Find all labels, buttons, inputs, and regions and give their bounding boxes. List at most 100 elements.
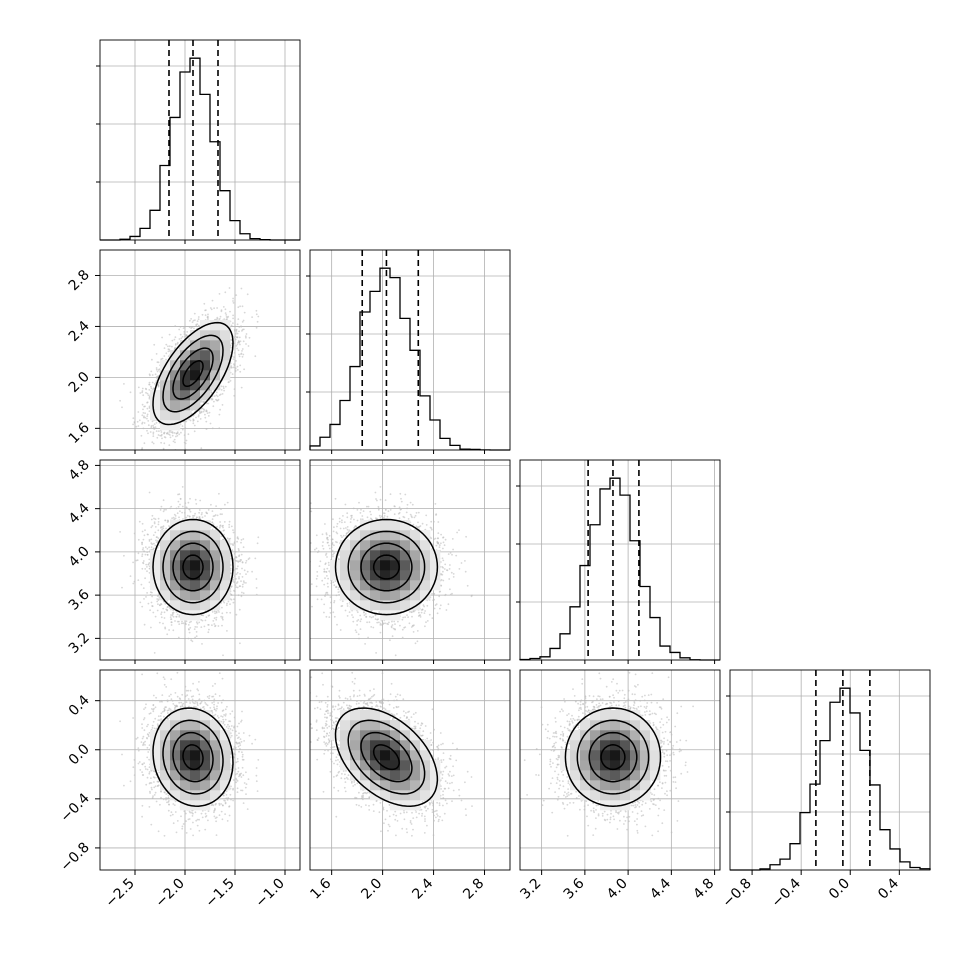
density-cell bbox=[170, 410, 181, 421]
sample-point bbox=[169, 436, 172, 439]
sample-point bbox=[224, 385, 227, 388]
sample-point bbox=[156, 361, 159, 364]
sample-point bbox=[204, 413, 206, 416]
sample-point bbox=[178, 623, 181, 625]
sample-point bbox=[223, 521, 226, 523]
sample-point bbox=[205, 410, 208, 413]
sample-point bbox=[241, 321, 244, 323]
sample-point bbox=[207, 415, 210, 417]
sample-point bbox=[189, 411, 192, 413]
density-cell bbox=[220, 360, 231, 371]
sample-point bbox=[162, 527, 165, 530]
sample-point bbox=[194, 512, 197, 515]
sample-point bbox=[207, 318, 209, 320]
sample-point bbox=[204, 314, 207, 317]
sample-point bbox=[239, 370, 242, 373]
density-cell bbox=[170, 370, 181, 381]
sample-point bbox=[187, 637, 190, 640]
sample-point bbox=[241, 348, 244, 350]
sample-point bbox=[151, 358, 153, 361]
sample-point bbox=[142, 412, 145, 414]
sample-point bbox=[239, 340, 242, 343]
sample-point bbox=[178, 433, 181, 436]
sample-point bbox=[240, 325, 243, 328]
sample-point bbox=[181, 428, 184, 431]
sample-point bbox=[144, 412, 147, 415]
sample-point bbox=[236, 323, 239, 326]
sample-point bbox=[182, 327, 185, 329]
density-cell bbox=[180, 350, 191, 361]
sample-point bbox=[168, 345, 171, 348]
sample-point bbox=[179, 333, 182, 336]
density-cell bbox=[210, 370, 221, 381]
sample-point bbox=[170, 505, 173, 508]
sample-point bbox=[152, 424, 155, 427]
sample-point bbox=[236, 336, 239, 338]
sample-point bbox=[141, 414, 144, 417]
sample-point bbox=[146, 401, 149, 404]
sample-point bbox=[215, 318, 218, 321]
sample-point bbox=[201, 407, 204, 410]
sample-point bbox=[230, 324, 233, 327]
sample-point bbox=[245, 333, 248, 335]
density-cell bbox=[160, 370, 171, 381]
sample-point bbox=[196, 420, 199, 423]
sample-point bbox=[226, 537, 229, 540]
sample-point bbox=[155, 353, 158, 355]
sample-point bbox=[141, 422, 144, 425]
sample-point bbox=[205, 428, 208, 430]
sample-point bbox=[138, 419, 141, 422]
sample-point bbox=[152, 431, 155, 434]
histogram-step bbox=[309, 267, 510, 451]
sample-point bbox=[215, 398, 217, 401]
sample-point bbox=[146, 429, 148, 432]
sample-point bbox=[143, 405, 146, 408]
sample-point bbox=[197, 414, 200, 417]
sample-point bbox=[230, 346, 233, 349]
sample-point bbox=[256, 320, 259, 323]
sample-point bbox=[226, 630, 228, 632]
sample-point bbox=[218, 427, 221, 430]
sample-point bbox=[177, 636, 180, 639]
histogram-panel bbox=[96, 39, 301, 241]
sample-point bbox=[242, 340, 245, 343]
sample-point bbox=[172, 516, 175, 519]
sample-point bbox=[173, 338, 176, 341]
sample-point bbox=[210, 391, 213, 394]
sample-point bbox=[235, 345, 238, 347]
sample-point bbox=[241, 330, 243, 332]
sample-point bbox=[233, 394, 236, 397]
density-cell bbox=[170, 350, 181, 361]
sample-point bbox=[247, 345, 250, 347]
sample-point bbox=[143, 415, 145, 418]
sample-point bbox=[163, 355, 166, 357]
density-cell bbox=[150, 390, 161, 401]
density-cell bbox=[220, 350, 231, 361]
sample-point bbox=[218, 413, 221, 416]
sample-point bbox=[233, 388, 236, 390]
sample-point bbox=[161, 526, 164, 528]
sample-point bbox=[161, 437, 163, 440]
sample-point bbox=[243, 311, 246, 314]
panel-content bbox=[100, 460, 300, 660]
sample-point bbox=[153, 428, 156, 430]
sample-point bbox=[165, 358, 167, 361]
density-cell bbox=[210, 380, 221, 391]
sample-point bbox=[156, 377, 159, 380]
density-panel bbox=[99, 459, 301, 661]
sample-point bbox=[254, 355, 257, 358]
histogram-step bbox=[100, 57, 300, 241]
sample-point bbox=[230, 525, 233, 528]
sample-point bbox=[151, 441, 154, 444]
sample-point bbox=[151, 420, 154, 423]
sample-point bbox=[146, 407, 149, 410]
sample-point bbox=[139, 392, 142, 394]
sample-point bbox=[147, 602, 150, 605]
sample-point bbox=[142, 394, 145, 397]
sample-point bbox=[220, 389, 223, 391]
sample-point bbox=[191, 321, 194, 324]
sample-point bbox=[228, 287, 231, 289]
sample-point bbox=[146, 413, 149, 416]
sample-point bbox=[142, 408, 144, 411]
sample-point bbox=[158, 368, 161, 371]
